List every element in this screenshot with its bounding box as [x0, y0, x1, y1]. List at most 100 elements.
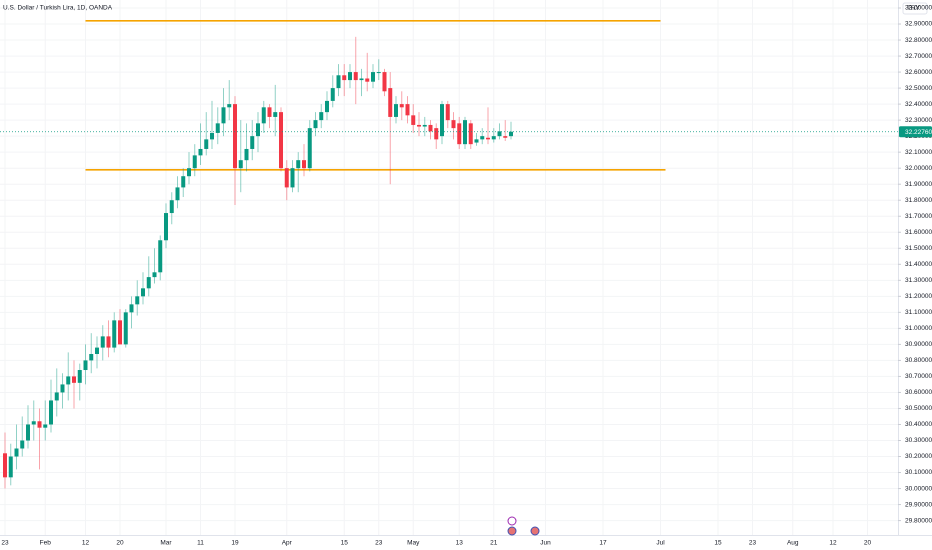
- y-tick-label: 30.60000: [905, 389, 932, 396]
- last-price-label: 32.22760: [905, 129, 932, 136]
- candle-body: [417, 124, 421, 127]
- candle-body: [261, 107, 266, 124]
- y-tick-label: 31.60000: [905, 229, 932, 236]
- candle-body: [187, 168, 191, 177]
- x-tick-label: 20: [116, 540, 124, 547]
- candle-body: [348, 72, 352, 81]
- candle-body: [100, 336, 105, 348]
- x-tick-label: 12: [82, 540, 90, 547]
- y-tick-label: 30.80000: [905, 357, 932, 364]
- y-tick-label: 31.90000: [905, 181, 932, 188]
- candle-body: [353, 72, 358, 81]
- candle-body: [49, 400, 53, 425]
- candle-body: [43, 424, 48, 428]
- x-tick-label: 20: [864, 540, 872, 547]
- candle-body: [83, 360, 88, 371]
- candle-body: [8, 456, 13, 478]
- candle-body: [198, 148, 203, 156]
- candle-body: [399, 104, 404, 108]
- event-icon[interactable]: [530, 526, 540, 536]
- candle-body: [31, 421, 36, 425]
- candle-body: [95, 347, 99, 354]
- candle-body: [307, 128, 312, 169]
- candle-body: [37, 421, 42, 428]
- candle-body: [3, 453, 7, 478]
- candle-body: [284, 168, 289, 188]
- y-tick-label: 30.20000: [905, 453, 932, 460]
- y-tick-label: 31.00000: [905, 325, 932, 332]
- y-tick-label: 31.30000: [905, 277, 932, 284]
- candle-body: [365, 78, 370, 82]
- event-icons: [507, 516, 540, 536]
- currency-button[interactable]: [902, 2, 928, 15]
- candle-body: [169, 200, 174, 214]
- candle-body: [359, 78, 364, 81]
- y-tick-label: 33.00000: [905, 5, 932, 12]
- candle-body: [313, 120, 318, 129]
- event-icon[interactable]: [507, 516, 517, 526]
- y-tick-label: 31.80000: [905, 197, 932, 204]
- candle-body: [158, 240, 163, 273]
- candle-body: [215, 123, 220, 133]
- x-tick-label: 11: [197, 540, 204, 547]
- last-price-box: [899, 126, 932, 138]
- y-tick-label: 31.50000: [905, 245, 932, 252]
- y-tick-label: 32.80000: [905, 37, 932, 44]
- candle-body: [66, 376, 71, 385]
- candle-body: [290, 168, 295, 188]
- x-tick-label: 23: [375, 540, 383, 547]
- candle-body: [210, 132, 214, 140]
- candle-body: [233, 104, 237, 169]
- y-tick-label: 32.30000: [905, 117, 932, 124]
- candle-body: [204, 139, 209, 149]
- event-icon[interactable]: [507, 526, 517, 536]
- y-tick-label: 30.30000: [905, 437, 932, 444]
- y-tick-label: 30.10000: [905, 469, 932, 476]
- candle-body: [106, 336, 111, 348]
- candle-body: [394, 104, 398, 117]
- candle-body: [60, 384, 65, 393]
- candle-body: [141, 288, 145, 297]
- candle-body: [26, 424, 30, 441]
- candle-body: [250, 136, 255, 149]
- x-tick-label: Mar: [160, 540, 172, 547]
- y-tick-label: 30.00000: [905, 485, 932, 492]
- candle-body: [175, 187, 180, 201]
- candle-body: [72, 376, 76, 383]
- candle-body: [227, 104, 232, 108]
- candle-body: [457, 123, 462, 145]
- candle-body: [152, 272, 157, 278]
- y-tick-label: 32.50000: [905, 85, 932, 92]
- candle-body: [480, 136, 485, 140]
- candle-body: [451, 120, 456, 129]
- grid: [0, 0, 898, 535]
- candle-body: [296, 160, 301, 169]
- candle-body: [279, 112, 283, 169]
- candle-body: [221, 107, 226, 124]
- candle-body: [330, 88, 335, 101]
- x-tick-label: 23: [749, 540, 757, 547]
- candle-body: [325, 100, 329, 113]
- y-tick-label: 29.80000: [905, 517, 932, 524]
- x-tick-label: 15: [714, 540, 722, 547]
- candle-body: [181, 176, 186, 188]
- x-tick-label: Jul: [656, 540, 665, 547]
- candle-body: [164, 213, 168, 241]
- candle-body: [371, 72, 375, 82]
- x-tick-label: Jun: [540, 540, 551, 547]
- candle-body: [77, 370, 82, 383]
- candle-body: [112, 320, 117, 348]
- x-tick-label: 15: [341, 540, 349, 547]
- y-tick-label: 32.70000: [905, 53, 932, 60]
- y-tick-label: 30.50000: [905, 405, 932, 412]
- x-tick-label: Feb: [40, 540, 52, 547]
- candle-body: [192, 155, 197, 169]
- y-tick-label: 30.90000: [905, 341, 932, 348]
- currency-label[interactable]: TRY: [907, 5, 921, 12]
- x-tick-label: Aug: [787, 540, 799, 547]
- candle-body: [273, 112, 278, 117]
- y-tick-label: 31.70000: [905, 213, 932, 220]
- candle-body: [123, 312, 128, 345]
